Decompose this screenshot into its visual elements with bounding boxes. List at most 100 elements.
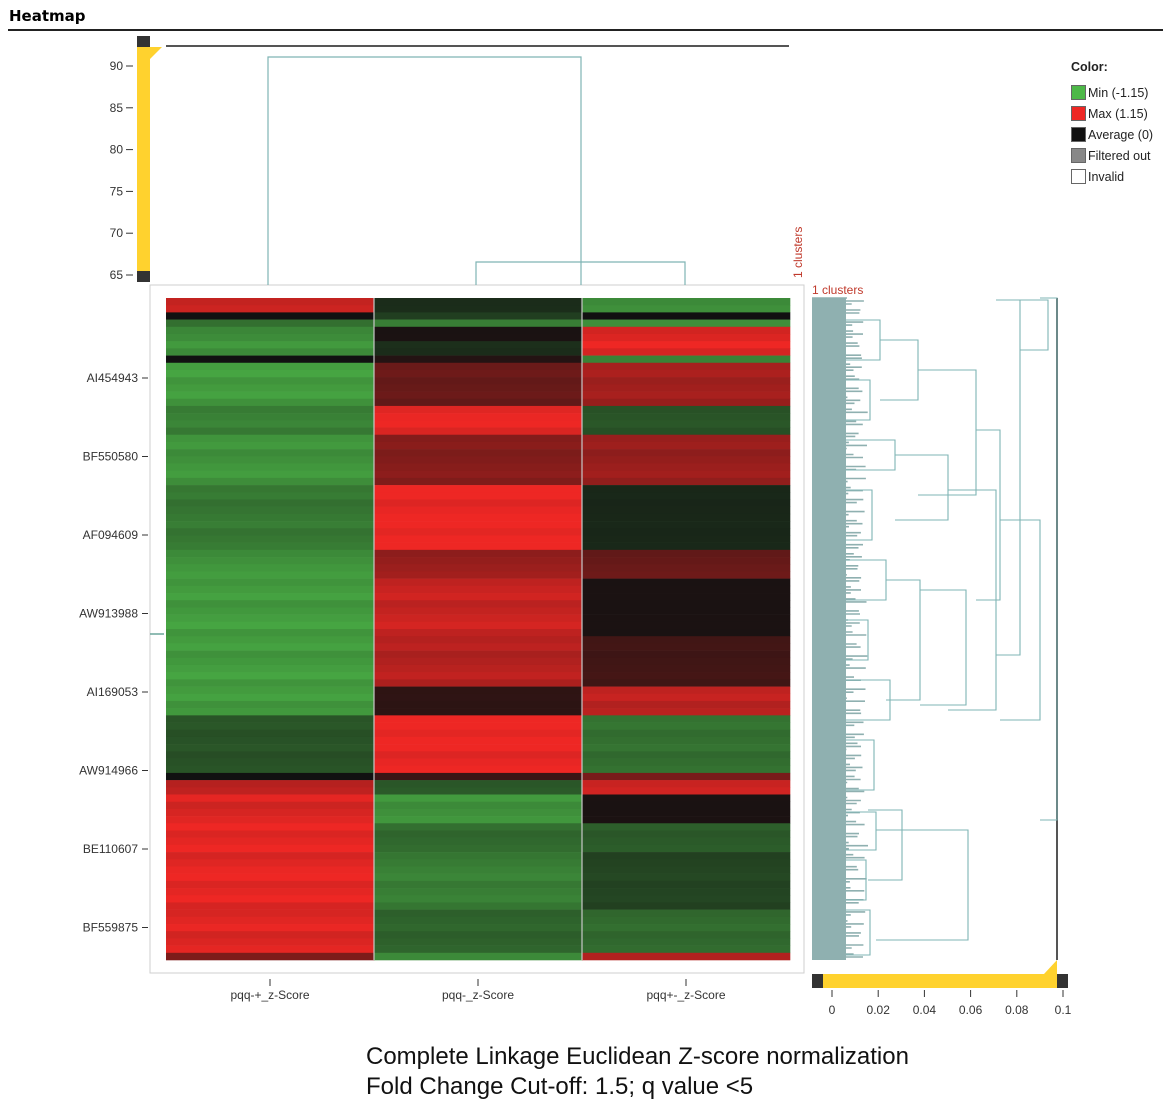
heatmap-cell	[582, 765, 791, 774]
heatmap-cell	[166, 333, 375, 342]
heatmap-cell	[582, 787, 791, 795]
row-dendrogram-axis: 0 0.02 0.04 0.06 0.08 0.1	[829, 990, 1072, 1017]
heatmap-cell	[374, 643, 583, 651]
heatmap-cell	[374, 736, 583, 745]
heatmap-cell	[374, 780, 583, 788]
heatmap-cell	[166, 298, 375, 306]
row-axis-label: 0.02	[867, 1003, 891, 1017]
legend-item-max: Max (1.15)	[1071, 103, 1153, 124]
heatmap-cell	[166, 499, 375, 507]
heatmap-cell	[166, 542, 375, 551]
heatmap-cell	[374, 866, 583, 874]
heatmap-cell	[374, 801, 583, 810]
heatmap-cell	[374, 916, 583, 925]
row-axis-label: 0.06	[959, 1003, 983, 1017]
heatmap-cell	[582, 823, 791, 831]
heatmap-cell	[582, 686, 791, 695]
row-dendro-branch	[895, 454, 949, 521]
heatmap-cell	[582, 578, 791, 587]
row-dendrogram-slider[interactable]	[812, 960, 1068, 988]
heatmap-cell	[582, 593, 791, 601]
heatmap-chart: 90 85 80 75 70 65 1 clusters 1 clusters AI454…	[79, 36, 1072, 1017]
heatmap-cells[interactable]	[166, 298, 791, 961]
heatmap-cell	[374, 528, 583, 536]
legend-title: Color:	[1071, 60, 1108, 74]
heatmap-cell	[582, 643, 791, 651]
heatmap-cell	[582, 485, 791, 493]
heatmap-cell	[374, 888, 583, 896]
heatmap-cell	[582, 571, 791, 579]
heatmap-cell	[166, 463, 375, 471]
heatmap-cell	[374, 679, 583, 687]
column-dendrogram-slider[interactable]	[137, 36, 162, 282]
heatmap-cell	[374, 557, 583, 565]
heatmap-cell	[582, 729, 791, 738]
row-dendro-branch	[886, 579, 921, 701]
heatmap-cell	[166, 391, 375, 400]
heatmap-cell	[582, 650, 791, 659]
heatmap-cell	[582, 859, 791, 867]
column-label: pqq-+_z-Score	[230, 988, 309, 1002]
column-cluster-label: 1 clusters	[791, 227, 805, 278]
heatmap-cell	[166, 571, 375, 579]
heatmap-cell	[374, 902, 583, 910]
heatmap-cell	[582, 902, 791, 910]
heatmap-cell	[166, 355, 375, 364]
legend-swatch-average	[1071, 127, 1086, 142]
heatmap-cell	[582, 888, 791, 896]
heatmap-cell	[166, 808, 375, 817]
heatmap-cell	[166, 614, 375, 623]
row-dendro-branch	[846, 619, 869, 661]
heatmap-cell	[166, 672, 375, 680]
heatmap-cell	[166, 722, 375, 731]
heatmap-cell	[166, 456, 375, 464]
heatmap-cell	[166, 729, 375, 738]
heatmap-cell	[582, 333, 791, 342]
row-label: AI454943	[87, 371, 139, 385]
col-axis-label: 85	[110, 101, 124, 115]
heatmap-cell	[166, 405, 375, 414]
heatmap-cell	[374, 859, 583, 867]
heatmap-cell	[166, 945, 375, 954]
heatmap-cell	[374, 362, 583, 371]
heatmap-cell	[166, 585, 375, 594]
heatmap-cell	[166, 369, 375, 378]
heatmap-cell	[374, 456, 583, 464]
heatmap-cell	[374, 844, 583, 853]
heatmap-cell	[166, 686, 375, 695]
row-dendro-branch	[976, 429, 1001, 601]
legend-label-average: Average (0)	[1088, 127, 1154, 142]
legend-label-filtered: Filtered out	[1088, 148, 1151, 163]
heatmap-cell	[166, 348, 375, 356]
heatmap-cell	[166, 650, 375, 659]
heatmap-cell	[582, 808, 791, 817]
heatmap-cell	[374, 708, 583, 716]
heatmap-cell	[166, 384, 375, 392]
heatmap-cell	[374, 636, 583, 644]
heatmap-cell	[582, 916, 791, 925]
heatmap-cell	[582, 607, 791, 615]
heatmap-cell	[166, 736, 375, 745]
heatmap-cell	[374, 333, 583, 342]
heatmap-cell	[166, 715, 375, 723]
heatmap-cell	[374, 305, 583, 313]
heatmap-cell	[582, 672, 791, 680]
heatmap-cell	[582, 456, 791, 464]
heatmap-cell	[582, 521, 791, 529]
heatmap-cell	[374, 542, 583, 551]
heatmap-cell	[582, 736, 791, 745]
heatmap-cell	[374, 693, 583, 702]
heatmap-cell	[582, 298, 791, 306]
heatmap-cell	[582, 377, 791, 385]
heatmap-cell	[374, 492, 583, 500]
heatmap-cell	[166, 679, 375, 687]
heatmap-cell	[374, 837, 583, 846]
heatmap-cell	[374, 787, 583, 795]
heatmap-cell	[582, 931, 791, 939]
heatmap-cell	[166, 895, 375, 903]
heatmap-cell	[166, 477, 375, 486]
heatmap-cell	[166, 549, 375, 558]
row-axis-label: 0	[829, 1003, 836, 1017]
heatmap-cell	[582, 477, 791, 486]
heatmap-cell	[374, 614, 583, 623]
